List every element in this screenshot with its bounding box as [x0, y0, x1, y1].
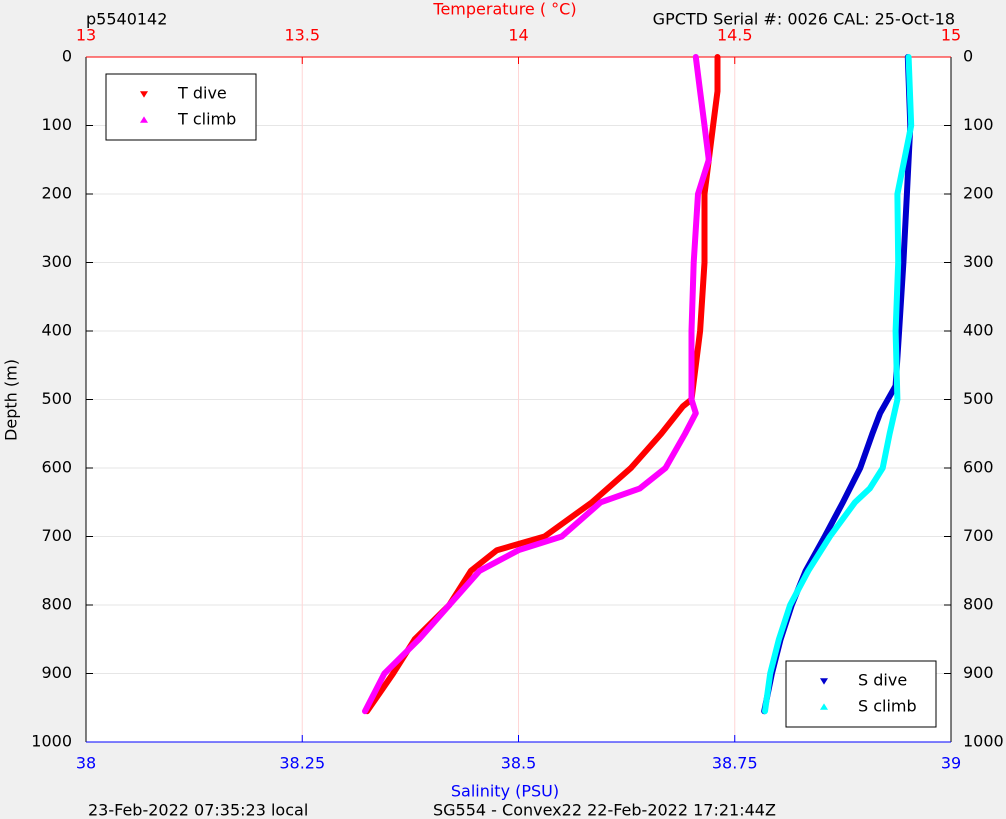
y-tick-label-right: 100: [963, 115, 994, 134]
y-tick-label: 600: [41, 458, 72, 477]
legend-marker: [820, 703, 828, 710]
y-tick-label-right: 800: [963, 595, 994, 614]
y-tick-label: 0: [62, 47, 72, 66]
legend-label: S dive: [858, 671, 907, 690]
footer-right: SG554 - Convex22 22-Feb-2022 17:21:44Z: [433, 801, 776, 819]
x-tick-label: 38: [76, 754, 96, 773]
legend-box: [105, 73, 257, 141]
x-tick-label: 38.25: [279, 754, 325, 773]
y-tick-label: 100: [41, 115, 72, 134]
x-tick-label: 39: [941, 754, 961, 773]
legend-label: S climb: [858, 697, 917, 716]
y-tick-label: 200: [41, 184, 72, 203]
y-tick-label-right: 0: [963, 47, 973, 66]
legend-box: [785, 660, 937, 728]
y-tick-label-right: 400: [963, 321, 994, 340]
legend-label: T dive: [177, 84, 227, 103]
x2-tick-label: 13: [76, 26, 96, 45]
y-tick-label-right: 700: [963, 526, 994, 545]
x2-axis-label: Temperature ( °C): [432, 0, 576, 19]
x-axis-label: Salinity (PSU): [451, 782, 559, 801]
y-axis-label: Depth (m): [2, 359, 21, 441]
x2-tick-label: 13.5: [284, 26, 320, 45]
x2-tick-label: 14.5: [717, 26, 753, 45]
title-left: p5540142: [86, 10, 167, 29]
y-tick-label: 800: [41, 595, 72, 614]
y-tick-label: 500: [41, 389, 72, 408]
y-tick-label-right: 1000: [963, 732, 1004, 751]
y-tick-label-right: 600: [963, 458, 994, 477]
y-tick-label: 400: [41, 321, 72, 340]
legend-label: T climb: [177, 110, 236, 129]
footer-left: 23-Feb-2022 07:35:23 local: [88, 801, 308, 819]
y-tick-label: 1000: [31, 732, 72, 751]
y-tick-label: 700: [41, 526, 72, 545]
y-tick-label-right: 200: [963, 184, 994, 203]
y-tick-label: 900: [41, 663, 72, 682]
profile-line: [362, 54, 712, 715]
x2-tick-label: 14: [508, 26, 528, 45]
x2-tick-label: 15: [941, 26, 961, 45]
profile-line: [762, 54, 915, 715]
x-tick-label: 38.5: [501, 754, 537, 773]
legend-marker: [820, 678, 828, 685]
y-tick-label-right: 500: [963, 389, 994, 408]
y-tick-label: 300: [41, 252, 72, 271]
y-tick-label-right: 300: [963, 252, 994, 271]
title-right: GPCTD Serial #: 0026 CAL: 25-Oct-18: [653, 10, 955, 29]
x-tick-label: 38.75: [712, 754, 758, 773]
legend-marker: [140, 91, 148, 98]
legend-marker: [140, 116, 148, 123]
y-tick-label-right: 900: [963, 663, 994, 682]
